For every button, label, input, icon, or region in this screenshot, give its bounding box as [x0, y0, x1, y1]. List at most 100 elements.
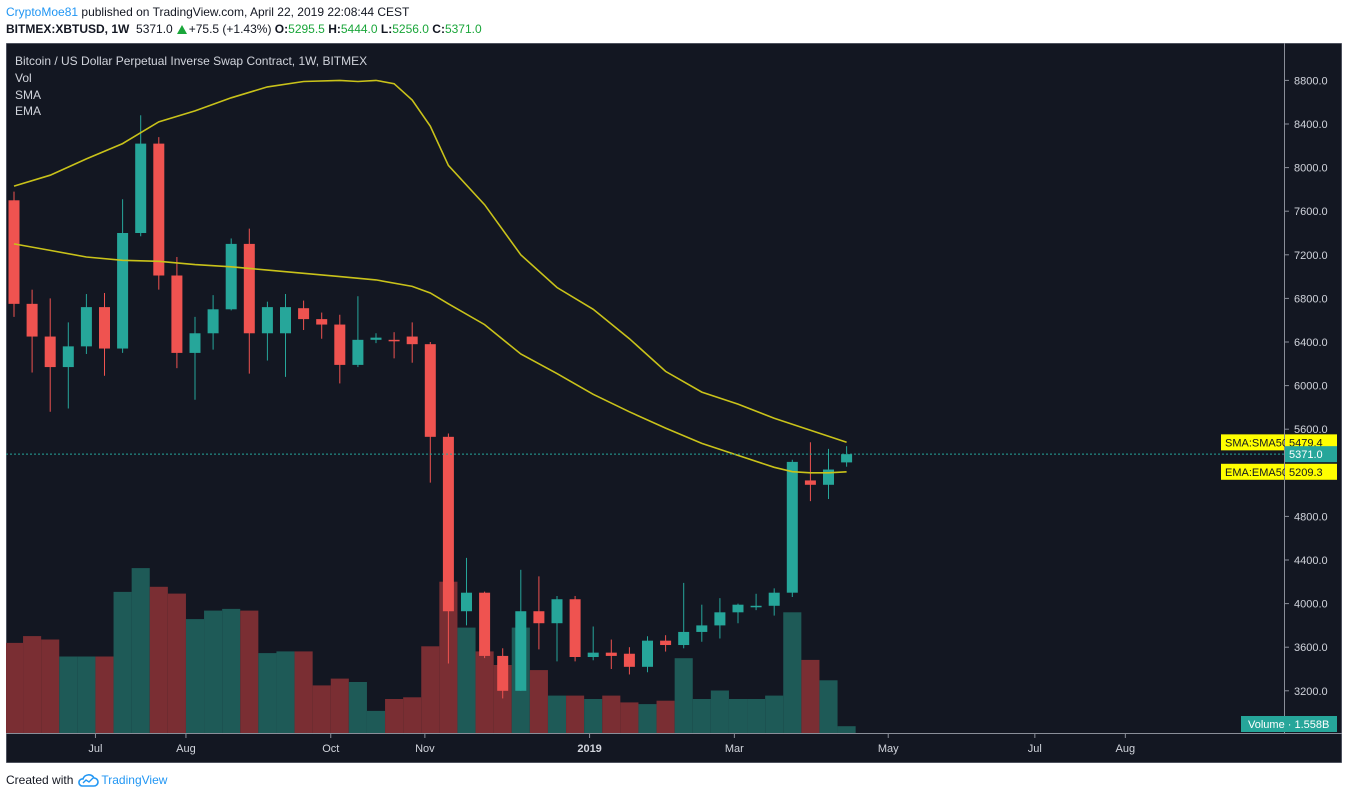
candle-body: [171, 275, 183, 353]
candle: [153, 137, 165, 290]
y-tick-label: 8400.0: [1294, 119, 1328, 131]
candle: [80, 294, 92, 354]
volume-bar: [77, 656, 96, 733]
x-tick-label: Aug: [1116, 743, 1136, 755]
x-tick-label: Oct: [322, 743, 339, 755]
candle: [479, 591, 491, 659]
candle-body: [99, 307, 110, 349]
candle: [442, 433, 454, 664]
candle-body: [768, 592, 780, 606]
x-tick-label: Nov: [415, 743, 435, 755]
candle-body: [696, 625, 708, 632]
sma-sma50-line: [13, 79, 847, 444]
volume-bar: [95, 656, 114, 733]
candle-body: [189, 333, 201, 353]
candle: [334, 314, 346, 384]
candle-body: [225, 243, 237, 310]
volume-bars: [6, 568, 856, 733]
candle-body: [804, 480, 816, 485]
candle: [623, 647, 635, 675]
volume-bar: [728, 699, 748, 733]
candle-body: [44, 336, 56, 368]
candle: [135, 115, 147, 237]
candle: [732, 603, 744, 624]
candle-body: [243, 243, 255, 334]
volume-bar: [765, 695, 784, 733]
volume-bar: [6, 642, 24, 733]
candle: [316, 312, 328, 339]
high-label: H:: [328, 22, 341, 36]
candle: [804, 442, 816, 502]
x-tick-label: 2019: [577, 743, 601, 755]
volume-bar: [529, 670, 548, 733]
candle-body: [207, 309, 219, 334]
created-with-text: Created with: [6, 773, 74, 787]
tradingview-link[interactable]: TradingView: [77, 773, 167, 787]
candle: [298, 300, 310, 331]
candle-body: [461, 592, 472, 612]
author-link[interactable]: CryptoMoe81: [6, 5, 79, 19]
candle: [62, 322, 74, 409]
last-price-tag: 5371.0: [1289, 449, 1323, 461]
volume-bar: [674, 658, 693, 733]
volume-bar: [620, 702, 639, 733]
candle: [8, 191, 20, 317]
candle: [605, 639, 617, 669]
candle: [461, 557, 472, 626]
volume-bar: [638, 704, 657, 733]
candle: [225, 238, 237, 311]
candle-body: [280, 307, 291, 334]
candle: [587, 626, 599, 661]
candle-body: [660, 640, 672, 646]
volume-bar: [783, 612, 802, 733]
price-chart[interactable]: 8800.0 8400.0 8000.0 7600.0 7200.0 6800.0 6400…: [6, 43, 1342, 763]
candle: [786, 459, 798, 598]
candle-body: [623, 653, 635, 667]
candle: [171, 256, 183, 369]
volume-bar: [547, 695, 567, 733]
candle: [370, 333, 382, 344]
volume-bar: [167, 593, 186, 733]
sma-sma50-name-tag: SMA:SMA50: [1225, 437, 1288, 449]
candle-body: [62, 346, 74, 368]
y-tick-label: 6000.0: [1294, 381, 1328, 393]
candle: [406, 322, 418, 363]
y-tick-label: 7600.0: [1294, 206, 1328, 218]
high-value: 5444.0: [340, 22, 378, 36]
last-price-tag-bg: [1285, 446, 1337, 463]
candle: [388, 332, 400, 359]
volume-bar: [59, 656, 78, 733]
time-axis: Jul Aug Oct Nov 2019 Mar May Jul Aug: [88, 733, 1135, 755]
volume-bar: [131, 568, 150, 733]
candles: [8, 115, 853, 699]
candle-body: [750, 605, 762, 608]
volume-bar: [294, 651, 313, 733]
volume-bar: [656, 700, 675, 733]
volume-tag-text: Volume · 1.558B: [1248, 719, 1329, 731]
candle-body: [714, 612, 726, 626]
candle: [261, 301, 273, 361]
candle-body: [352, 339, 364, 365]
candle-body: [8, 200, 20, 304]
x-tick-label: Jul: [88, 743, 102, 755]
candle: [696, 604, 708, 642]
ema-ema50-line: [13, 243, 847, 474]
volume-bar: [692, 699, 711, 733]
publish-text: published on TradingView.com, April 22, …: [81, 5, 410, 19]
volume-bar: [421, 646, 440, 733]
candle: [280, 294, 291, 377]
candle: [26, 289, 38, 373]
price-change: +75.5 (+1.43%): [188, 22, 272, 36]
x-tick-label: Aug: [176, 743, 196, 755]
volume-bar: [385, 699, 404, 733]
candle-body: [153, 143, 165, 276]
close-label: C:: [432, 22, 445, 36]
candle: [678, 582, 690, 649]
y-tick-label: 4400.0: [1294, 555, 1328, 567]
y-tick-label: 6400.0: [1294, 337, 1328, 349]
x-tick-label: May: [878, 743, 899, 755]
candle: [551, 595, 563, 662]
candle-body: [479, 592, 491, 656]
candle: [497, 648, 509, 699]
y-tick-label: 4800.0: [1294, 511, 1328, 523]
